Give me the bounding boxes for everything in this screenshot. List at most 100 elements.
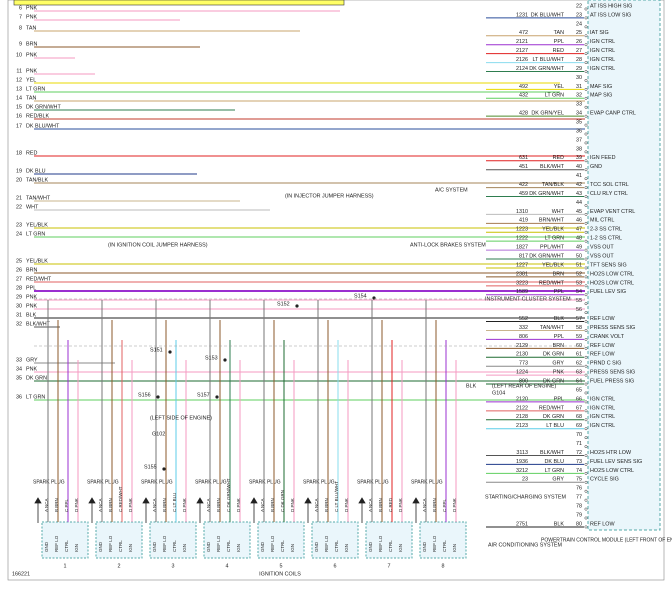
pin [584, 123, 588, 127]
pin-number: 29 [576, 66, 582, 72]
coil-terminal: CTRL [442, 540, 447, 552]
pin-function: IGN CTRL [590, 396, 615, 402]
coil-wire: A NCA [368, 498, 373, 512]
wire-color: YEL/BLK [26, 258, 48, 264]
splice-label: S156 [138, 392, 151, 398]
pin [584, 239, 588, 243]
pin-function: PRND C SIG [590, 361, 621, 367]
circuit-number: 2123 [516, 423, 528, 429]
annotation: AIR CONDITIONING SYSTEM [488, 542, 562, 548]
coil-wire: A NCA [206, 498, 211, 512]
pin-function: IGN CTRL [590, 414, 615, 420]
arrow [358, 497, 366, 523]
wire-color: DK GRN/WHT [529, 253, 564, 259]
pin [584, 498, 588, 502]
pin-function: 1-2 SS CTRL [590, 236, 622, 242]
pin-function: REF LOW [590, 521, 615, 527]
wire-color: TAN/BLK [542, 182, 564, 188]
pin-number: 19 [16, 168, 22, 174]
pin-number: 22 [16, 204, 22, 210]
coil-terminal: GND [206, 541, 211, 552]
pin [584, 480, 588, 484]
pin-function: HO2S LOW CTRL [590, 280, 634, 286]
arrow [304, 497, 312, 523]
wire-color: WHT [552, 209, 565, 215]
figure-id: 166221 [12, 571, 30, 577]
pin-number: 73 [576, 459, 582, 465]
coil-terminal: IGN [452, 544, 457, 552]
pin-number: 23 [576, 12, 582, 18]
coil-terminal: REF LO [432, 535, 437, 552]
pin-number: 68 [576, 414, 582, 420]
pin-function: IGN CTRL [590, 66, 615, 72]
coil-wire: C PPL [64, 498, 69, 512]
coil-wire: D PNK [344, 498, 349, 512]
coil-wire: A NCA [260, 498, 265, 512]
coil [311, 521, 359, 559]
pin-number: 64 [576, 378, 582, 384]
splice [168, 350, 172, 354]
wire-color: PNK [553, 370, 564, 376]
wire-color: PPL [554, 334, 564, 340]
wire-color: LT BLU [546, 423, 564, 429]
wire-color: BRN [553, 271, 564, 277]
wire-color: DK GRN/WHT [529, 66, 564, 72]
wire-color: DK BLU [26, 168, 46, 174]
pin-number: 43 [576, 191, 582, 197]
wire-color: LT GRN [545, 93, 564, 99]
wire-color: GRY [552, 361, 564, 367]
pin-number: 52 [576, 271, 582, 277]
coil-number: 7 [388, 563, 391, 569]
pin-number: 29 [16, 294, 22, 300]
pin [584, 43, 588, 47]
pin [584, 132, 588, 136]
pin-number: 32 [16, 321, 22, 327]
pin-function: FUEL LEV SIG [590, 289, 626, 295]
pin-number: 42 [576, 182, 582, 188]
pin-number: 6 [19, 5, 22, 11]
pin [584, 114, 588, 118]
wire-color: PNK [26, 303, 37, 309]
pin-function: GND [590, 164, 602, 170]
coil-terminal: REF LO [162, 535, 167, 552]
coil-wire: B BRN [324, 498, 329, 512]
pin-number: 21 [16, 195, 22, 201]
circuit-number: 890 [519, 378, 528, 384]
wire-color: PPL [554, 396, 564, 402]
circuit-number: 1224 [516, 370, 528, 376]
pin-number: 26 [16, 267, 22, 273]
pin-number: 65 [576, 387, 582, 393]
circuit-number: 2121 [516, 39, 528, 45]
coil-wire: D PNK [236, 498, 241, 512]
circuit-number: 1227 [516, 262, 528, 268]
pin-number: 51 [576, 262, 582, 268]
annotation: (LEFT REAR OF ENGINE) [492, 383, 557, 389]
pin-function: REF LOW [590, 343, 615, 349]
wire-color: BLK [554, 521, 565, 527]
wire-color: YEL/BLK [542, 227, 564, 233]
pin-number: 55 [576, 298, 582, 304]
wire-color: BLK [554, 316, 565, 322]
circuit-number: 2751 [516, 521, 528, 527]
coil-terminal: GND [368, 541, 373, 552]
pin-function: TCC SOL CTRL [590, 182, 629, 188]
circuit-number: 2124 [516, 66, 528, 72]
wire-color: PNK [26, 5, 37, 11]
wire-color: TAN/WHT [26, 195, 51, 201]
spark-plug: SPARK PLUG [357, 479, 389, 485]
pin [584, 204, 588, 207]
pin [584, 355, 588, 359]
spark-plug: SPARK PLUG [33, 479, 65, 485]
circuit-number: 1310 [516, 209, 528, 215]
pin-function: IGN CTRL [590, 405, 615, 411]
wire-color: WHT [26, 204, 39, 210]
pin-function: AT ISS HIGH SIG [590, 3, 632, 9]
pin [584, 320, 588, 323]
circuit-number: 1589 [516, 289, 528, 295]
pin [584, 195, 588, 198]
wire-color: PNK [26, 52, 37, 58]
pin [584, 302, 588, 306]
circuit-number: 2381 [516, 271, 528, 277]
coil-terminal: CTRL [280, 540, 285, 552]
pin-number: 15 [16, 104, 22, 110]
